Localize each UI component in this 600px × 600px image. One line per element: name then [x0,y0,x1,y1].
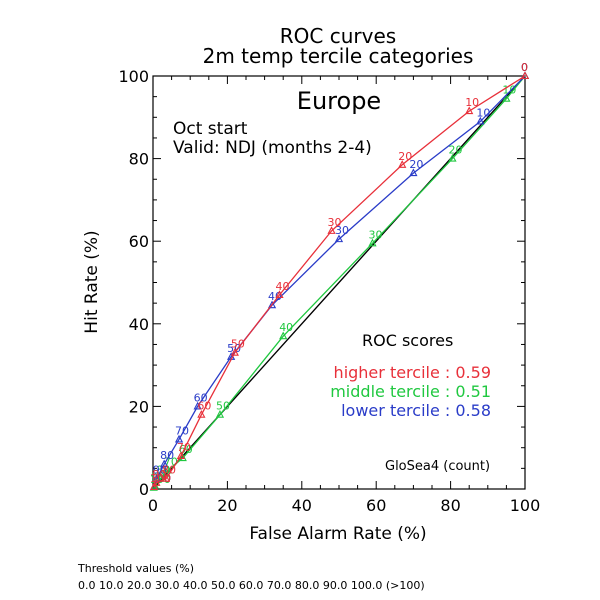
data-point [161,474,171,482]
series-line [153,75,526,488]
axes: 0 20 40 60 80 100 0 20 40 60 80 100 [118,67,540,515]
threshold-label: 20 [409,158,423,171]
y-tick-label: 60 [129,232,149,251]
data-point [448,153,457,162]
y-axis-label: Hit Rate (%) [82,230,102,333]
data-point [230,348,239,356]
threshold-label: 20 [448,144,462,157]
chart-subtitle: 2m temp tercile categories [203,44,474,68]
data-point [160,459,169,468]
data-point [176,451,186,460]
y-tick-label: 100 [118,67,149,86]
data-point [334,234,344,243]
x-tick-label: 0 [148,496,158,515]
threshold-label: 30 [335,224,349,237]
threshold-label: Threshold values (%) [77,562,194,575]
threshold-label: 0 [521,61,528,74]
data-point [215,409,225,418]
data-point [327,226,336,234]
roc-score-middle-tercile: middle tercile : 0.51 [330,382,491,401]
threshold-label: 30 [328,216,342,229]
x-tick-label: 20 [217,496,237,515]
data-point [368,238,377,247]
x-tick-label: 60 [366,496,386,515]
data-point [178,453,187,462]
y-tick-label: 0 [139,480,149,499]
chart-title: ROC curves [280,24,396,48]
data-point [502,94,511,102]
data-point [174,434,184,443]
threshold-label: 10 [502,84,516,97]
series-layer: 1009080706050403020100100908070605040302… [149,61,530,491]
data-point [163,465,172,474]
data-point [152,478,161,486]
threshold-label: 80 [160,449,174,462]
threshold-label: 30 [368,228,382,241]
roc-score-lower-tercile: lower tercile : 0.58 [341,401,491,420]
threshold-label: 90 [152,468,166,481]
roc-score-higher-tercile: higher tercile : 0.59 [334,363,491,382]
threshold-label: 0 [521,61,528,74]
region-label: Europe [297,87,381,115]
threshold-label: 40 [279,321,293,334]
threshold-values: 0.0 10.0 20.0 30.0 40.0 50.0 60.0 70.0 8… [78,579,425,592]
data-point [275,290,284,298]
data-point [476,116,485,125]
y-tick-label: 80 [129,150,149,169]
x-tick-label: 100 [510,496,541,515]
x-axis-label: False Alarm Rate (%) [249,524,426,544]
threshold-label: 40 [275,280,289,293]
roc-scores-title: ROC scores [362,331,453,350]
threshold-label: 10 [465,96,479,109]
valid-info: Valid: NDJ (months 2-4) [173,138,372,158]
x-tick-label: 40 [292,496,312,515]
threshold-label: 50 [231,338,245,351]
data-point [279,331,288,340]
data-point [398,160,407,168]
data-point [409,168,418,177]
x-tick-label: 80 [440,496,460,515]
threshold-label: 50 [216,400,230,413]
threshold-label: 20 [398,150,412,163]
data-point [197,409,206,418]
threshold-label: 60 [194,391,208,404]
y-tick-label: 40 [129,315,149,334]
series-line [153,75,526,488]
threshold-label: 50 [227,342,241,355]
model-label: GloSea4 (count) [385,459,490,474]
threshold-label: 0 [521,61,528,74]
data-point [520,71,530,80]
y-tick-label: 20 [129,397,149,416]
threshold-label: 60 [197,400,211,413]
threshold-label: 70 [175,424,189,437]
data-point [267,300,277,309]
threshold-label: 10 [476,106,490,119]
data-point [149,482,159,490]
start-info: Oct start [173,119,248,139]
threshold-label: 80 [162,464,176,477]
threshold-label: 70 [177,441,191,454]
data-point [152,474,161,482]
data-point [465,106,474,115]
data-point [193,401,202,410]
